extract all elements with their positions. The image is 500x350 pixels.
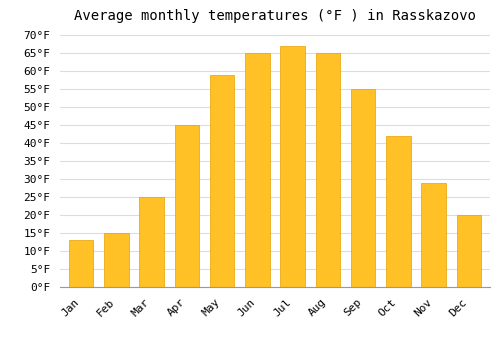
Bar bbox=[104, 233, 128, 287]
Bar bbox=[456, 215, 481, 287]
Bar bbox=[140, 197, 164, 287]
Title: Average monthly temperatures (°F ) in Rasskazovo: Average monthly temperatures (°F ) in Ra… bbox=[74, 9, 476, 23]
Bar bbox=[174, 125, 199, 287]
Bar bbox=[210, 75, 234, 287]
Bar bbox=[351, 89, 376, 287]
Bar bbox=[69, 240, 94, 287]
Bar bbox=[386, 136, 410, 287]
Bar bbox=[316, 53, 340, 287]
Bar bbox=[280, 46, 305, 287]
Bar bbox=[245, 53, 270, 287]
Bar bbox=[422, 183, 446, 287]
